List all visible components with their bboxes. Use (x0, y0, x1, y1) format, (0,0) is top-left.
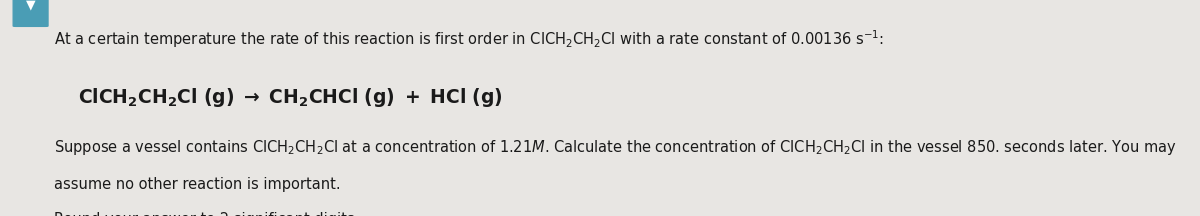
Text: At a certain temperature the rate of this reaction is first order in $\mathregul: At a certain temperature the rate of thi… (54, 28, 884, 50)
Text: Round your answer to 2 significant digits.: Round your answer to 2 significant digit… (54, 212, 359, 216)
Text: ▼: ▼ (25, 0, 36, 12)
FancyBboxPatch shape (13, 0, 48, 26)
Text: assume no other reaction is important.: assume no other reaction is important. (54, 177, 341, 192)
Text: $\mathbf{ClCH_2CH_2Cl\ (g)\ \rightarrow\ CH_2CHCl\ (g)\ +\ HCl\ (g)}$: $\mathbf{ClCH_2CH_2Cl\ (g)\ \rightarrow\… (78, 86, 503, 109)
Text: Suppose a vessel contains $\mathregular{ClCH_2CH_2Cl}$ at a concentration of $\m: Suppose a vessel contains $\mathregular{… (54, 138, 1177, 157)
